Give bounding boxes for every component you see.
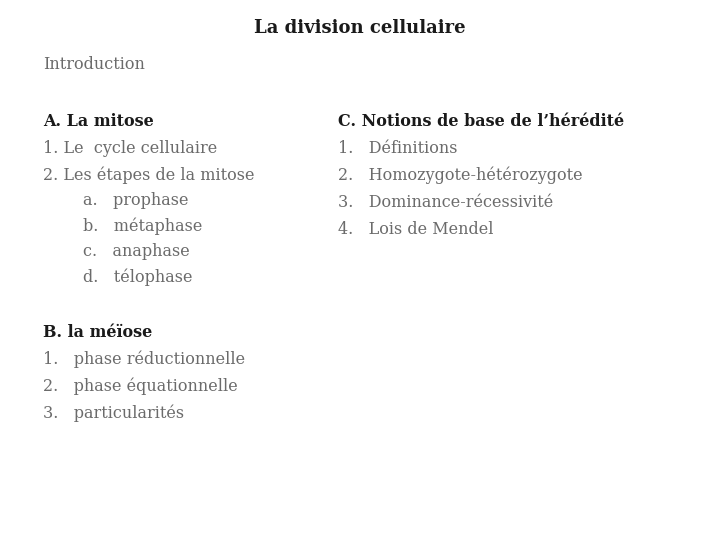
Text: a.   prophase: a. prophase (83, 192, 189, 210)
Text: 4.   Lois de Mendel: 4. Lois de Mendel (338, 221, 494, 238)
Text: 1.   Définitions: 1. Définitions (338, 140, 458, 157)
Text: d.   télophase: d. télophase (83, 268, 192, 286)
Text: 2.   Homozygote-hétérozygote: 2. Homozygote-hétérozygote (338, 167, 583, 184)
Text: La division cellulaire: La division cellulaire (254, 19, 466, 37)
Text: b.   métaphase: b. métaphase (83, 218, 202, 235)
Text: C. Notions de base de l’hérédité: C. Notions de base de l’hérédité (338, 113, 624, 130)
Text: 2.   phase équationnelle: 2. phase équationnelle (43, 377, 238, 395)
Text: 3.   particularités: 3. particularités (43, 404, 184, 422)
Text: 3.   Dominance-récessivité: 3. Dominance-récessivité (338, 194, 554, 211)
Text: 1.   phase réductionnelle: 1. phase réductionnelle (43, 350, 246, 368)
Text: B. la méïose: B. la méïose (43, 323, 153, 341)
Text: 2. Les étapes de la mitose: 2. Les étapes de la mitose (43, 167, 255, 184)
Text: c.   anaphase: c. anaphase (83, 243, 189, 260)
Text: 1. Le  cycle cellulaire: 1. Le cycle cellulaire (43, 140, 217, 157)
Text: A. La mitose: A. La mitose (43, 113, 154, 130)
Text: Introduction: Introduction (43, 56, 145, 73)
